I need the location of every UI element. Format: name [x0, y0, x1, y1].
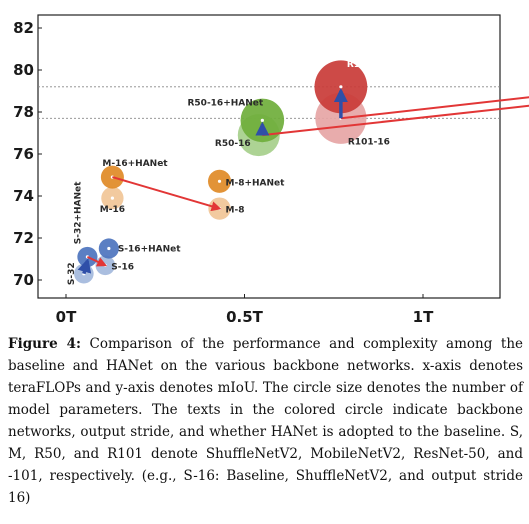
point-label-4: M-16 — [100, 205, 125, 215]
y-tick-label-70: 70 — [13, 271, 34, 289]
bubble-center-11 — [339, 85, 343, 89]
bubble-center-3 — [107, 246, 111, 251]
point-label-8: R50-16 — [215, 139, 251, 149]
point-label-7: M-8+HANet — [226, 178, 286, 188]
point-label-3: S-16+HANet — [118, 245, 181, 255]
red-arrow-1 — [112, 176, 222, 212]
performance-complexity-chart: 707274767880820T0.5T1T1.5T2TParams(#)10M… — [13, 14, 529, 326]
x-tick-label-1: 0.5T — [226, 308, 264, 326]
y-tick-label-80: 80 — [13, 61, 34, 79]
blue-arrow-0 — [77, 258, 92, 275]
y-tick-label-82: 82 — [13, 19, 34, 37]
chart-area: 707274767880820T0.5T1T1.5T2TParams(#)10M… — [13, 14, 529, 326]
point-label-10: R101-16 — [348, 137, 390, 147]
x-tick-label-2: 1T — [413, 308, 434, 326]
point-label-1: S-32+HANet — [73, 181, 83, 244]
bubble-center-4 — [110, 196, 115, 200]
y-tick-label-74: 74 — [13, 187, 34, 205]
bubble-center-7 — [217, 179, 222, 183]
figure-caption: Figure 4: Comparison of the performance … — [8, 333, 523, 509]
point-label-2: S-16 — [111, 262, 134, 272]
point-label-0: S-32 — [67, 262, 77, 285]
y-tick-label-76: 76 — [13, 145, 34, 163]
x-tick-label-0: 0T — [56, 308, 77, 326]
point-label-5: M-16+HANet — [102, 159, 168, 169]
point-label-6: M-8 — [226, 206, 245, 216]
red-arrow-2 — [262, 104, 529, 137]
red-arrow-3 — [340, 96, 529, 120]
y-tick-label-78: 78 — [13, 103, 34, 121]
bubble-center-9 — [260, 118, 264, 122]
point-label-11: R101-16+HANet — [347, 60, 430, 70]
caption-text: Comparison of the performance and comple… — [8, 336, 524, 506]
y-tick-label-72: 72 — [13, 229, 34, 247]
point-label-9: R50-16+HANet — [187, 98, 263, 108]
caption-label: Figure 4: — [8, 336, 81, 352]
